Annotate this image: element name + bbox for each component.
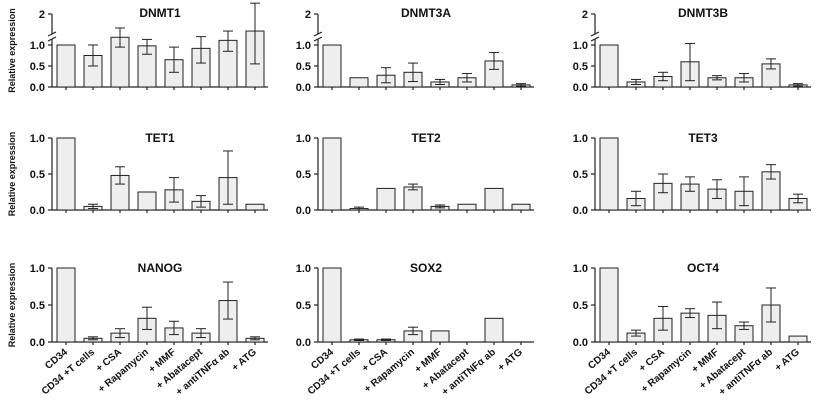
axis-break-mark (590, 31, 600, 37)
chart-tet3: TET3 0.0 0.5 1.0 (573, 131, 811, 217)
y-tick-label: 1.0 (573, 263, 588, 275)
bar-8 (245, 203, 265, 211)
y-tick-label: 0.5 (573, 61, 588, 73)
chart-title: TET2 (411, 131, 441, 145)
bar-4 (403, 186, 423, 211)
y-tick-label: 0.5 (296, 61, 311, 73)
bar-1 (322, 267, 342, 343)
bar-8 (788, 335, 808, 343)
axis-break-mark (47, 36, 57, 42)
chart-dnmt3a: DNMT3A 0.0 0.5 1.0 2 (296, 6, 534, 94)
y-tick-label: 1.0 (30, 133, 45, 145)
bar-7 (484, 317, 504, 343)
chart-dnmt3b: DNMT3B 0.0 0.5 1.0 2 (573, 6, 811, 94)
bar-3 (376, 187, 396, 211)
y-tick-label: 0.0 (30, 82, 45, 94)
y-tick-label: 0.5 (296, 169, 311, 181)
axis-break-mark (313, 31, 323, 37)
x-category-label: + ATG (230, 347, 259, 374)
y-tick-label: 0.5 (30, 61, 45, 73)
x-category-label: + ATG (773, 347, 802, 374)
chart-tet2: TET2 0.0 0.5 1.0 (296, 131, 534, 217)
y-axis-label: Relative expression (7, 132, 17, 217)
y-tick-label: 0.0 (573, 205, 588, 217)
y-axis-label: Relative expression (7, 263, 17, 348)
y-tick-label: 0.0 (296, 82, 311, 94)
y-tick-label: 2 (582, 9, 588, 21)
y-tick-label: 0.0 (573, 82, 588, 94)
y-tick-label: 0.5 (573, 300, 588, 312)
y-tick-label: 0.5 (296, 300, 311, 312)
y-axis-label: Relative expression (7, 8, 17, 93)
chart-title: TET1 (145, 131, 175, 145)
bar-8 (511, 203, 531, 211)
y-tick-label: 0.0 (30, 205, 45, 217)
axis-break-mark (47, 31, 57, 37)
chart-title: SOX2 (410, 261, 442, 275)
axis-break-mark (313, 36, 323, 42)
y-tick-label: 0.5 (30, 300, 45, 312)
y-tick-label: 1.0 (296, 40, 311, 52)
y-tick-label: 1.0 (296, 133, 311, 145)
chart-tet1: TET1 0.0 0.5 1.0 Relative expression (7, 131, 268, 217)
y-tick-label: 1.0 (573, 133, 588, 145)
y-tick-label: 1.0 (30, 40, 45, 52)
bar-1 (599, 44, 619, 88)
chart-title: DNMT3B (678, 6, 728, 20)
bar-4 (137, 191, 157, 211)
y-tick-label: 1.0 (573, 40, 588, 52)
chart-title: OCT4 (687, 261, 719, 275)
y-tick-label: 2 (39, 9, 45, 21)
chart-title: DNMT3A (401, 6, 451, 20)
bar-1 (56, 267, 76, 343)
y-tick-label: 0.0 (296, 205, 311, 217)
chart-title: DNMT1 (139, 6, 181, 20)
bar-6 (457, 203, 477, 211)
y-tick-label: 0.0 (296, 337, 311, 349)
y-tick-label: 2 (305, 9, 311, 21)
y-tick-label: 0.5 (573, 169, 588, 181)
bar-1 (56, 44, 76, 88)
y-tick-label: 0.5 (30, 169, 45, 181)
chart-title: NANOG (138, 261, 183, 275)
chart-dnmt1: DNMT1 0.0 0.5 1.0 2 Relative expression (7, 2, 268, 94)
bar-1 (599, 267, 619, 343)
bar-2 (349, 77, 369, 88)
bar-7 (484, 187, 504, 211)
bar-1 (599, 137, 619, 211)
chart-title: TET3 (688, 131, 718, 145)
y-tick-label: 0.0 (573, 337, 588, 349)
y-tick-label: 1.0 (30, 263, 45, 275)
bar-5 (430, 330, 450, 343)
bar-1 (56, 137, 76, 211)
y-tick-label: 1.0 (296, 263, 311, 275)
bar-1 (322, 44, 342, 88)
axis-break-mark (590, 36, 600, 42)
x-category-label: + ATG (496, 347, 525, 374)
bar-1 (322, 137, 342, 211)
y-tick-label: 0.0 (30, 337, 45, 349)
